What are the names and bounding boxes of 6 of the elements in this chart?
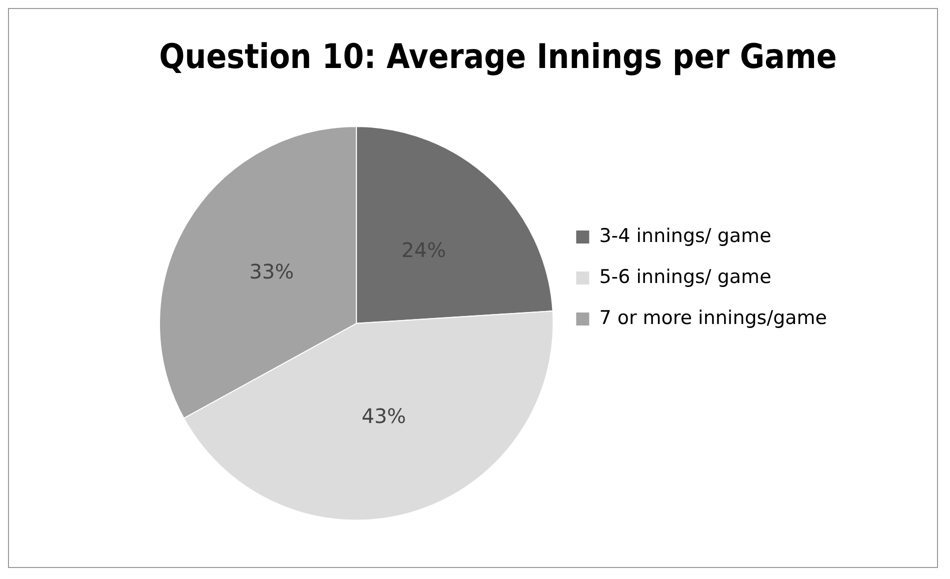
legend-label: 3-4 innings/ game <box>599 224 772 247</box>
chart-title: Question 10: Average Innings per Game <box>159 36 837 77</box>
legend-label: 5-6 innings/ game <box>599 266 772 288</box>
data-label: 43% <box>362 404 406 428</box>
data-label: 33% <box>249 260 294 284</box>
legend-label: 7 or more innings/game <box>599 306 828 329</box>
